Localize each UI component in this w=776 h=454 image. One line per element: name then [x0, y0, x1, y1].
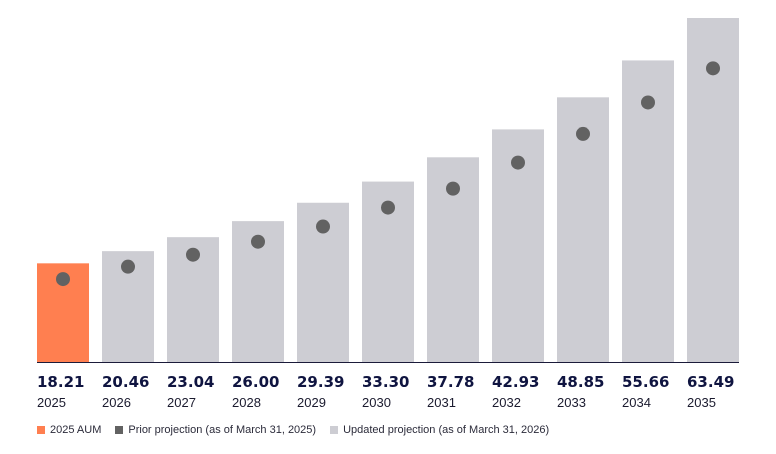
legend-item-aum: 2025 AUM: [37, 424, 101, 436]
prior-point-2025: [56, 272, 70, 287]
value-label-2032: 42.93: [492, 373, 539, 391]
value-label-2025: 18.21: [37, 373, 84, 391]
tick-label-2032: 2032: [492, 395, 521, 410]
legend-swatch-updated: [330, 426, 339, 434]
tick-label-2031: 2031: [427, 395, 456, 410]
prior-point-2032: [511, 155, 525, 170]
value-label-2027: 23.04: [167, 373, 214, 391]
legend-label-prior: Prior projection (as of March 31, 2025): [128, 424, 317, 436]
value-label-2028: 26.00: [232, 373, 279, 391]
bar-2033: [557, 97, 609, 363]
legend-item-prior: Prior projection (as of March 31, 2025): [115, 424, 316, 436]
tick-label-2034: 2034: [622, 395, 651, 410]
prior-point-2034: [641, 95, 655, 110]
tick-label-2030: 2030: [362, 395, 391, 410]
prior-point-2030: [381, 200, 395, 215]
legend-swatch-aum: [37, 426, 45, 434]
value-label-2030: 33.30: [362, 373, 409, 391]
tick-label-2029: 2029: [297, 395, 326, 410]
legend-item-updated: Updated projection (as of March 31, 2026…: [330, 424, 549, 436]
prior-point-2029: [316, 219, 330, 234]
value-label-2034: 55.66: [622, 373, 669, 391]
value-label-2031: 37.78: [427, 373, 474, 391]
chart-legend: 2025 AUM Prior projection (as of March 3…: [37, 424, 549, 436]
tick-label-2027: 2027: [167, 395, 196, 410]
value-label-2026: 20.46: [102, 373, 149, 391]
tick-label-2035: 2035: [687, 395, 716, 410]
value-label-2035: 63.49: [687, 373, 734, 391]
prior-point-2033: [576, 126, 590, 141]
legend-label-aum: 2025 AUM: [50, 424, 102, 436]
tick-label-2033: 2033: [557, 395, 586, 410]
tick-label-2028: 2028: [232, 395, 261, 410]
tick-label-2025: 2025: [37, 395, 66, 410]
tick-label-2026: 2026: [102, 395, 131, 410]
value-label-2029: 29.39: [297, 373, 344, 391]
prior-point-2026: [121, 259, 135, 274]
bar-2034: [622, 60, 674, 363]
prior-point-2027: [186, 247, 200, 262]
legend-swatch-prior: [115, 426, 124, 434]
prior-point-2028: [251, 234, 265, 249]
prior-point-2031: [446, 181, 460, 196]
value-label-2033: 48.85: [557, 373, 604, 391]
prior-point-2035: [706, 61, 720, 76]
bar-chart: 18.21 2025 20.46 2026 23.04 2027 26.00 2028 29.3…: [37, 18, 739, 410]
legend-label-updated: Updated projection (as of March 31, 2026…: [343, 424, 550, 436]
